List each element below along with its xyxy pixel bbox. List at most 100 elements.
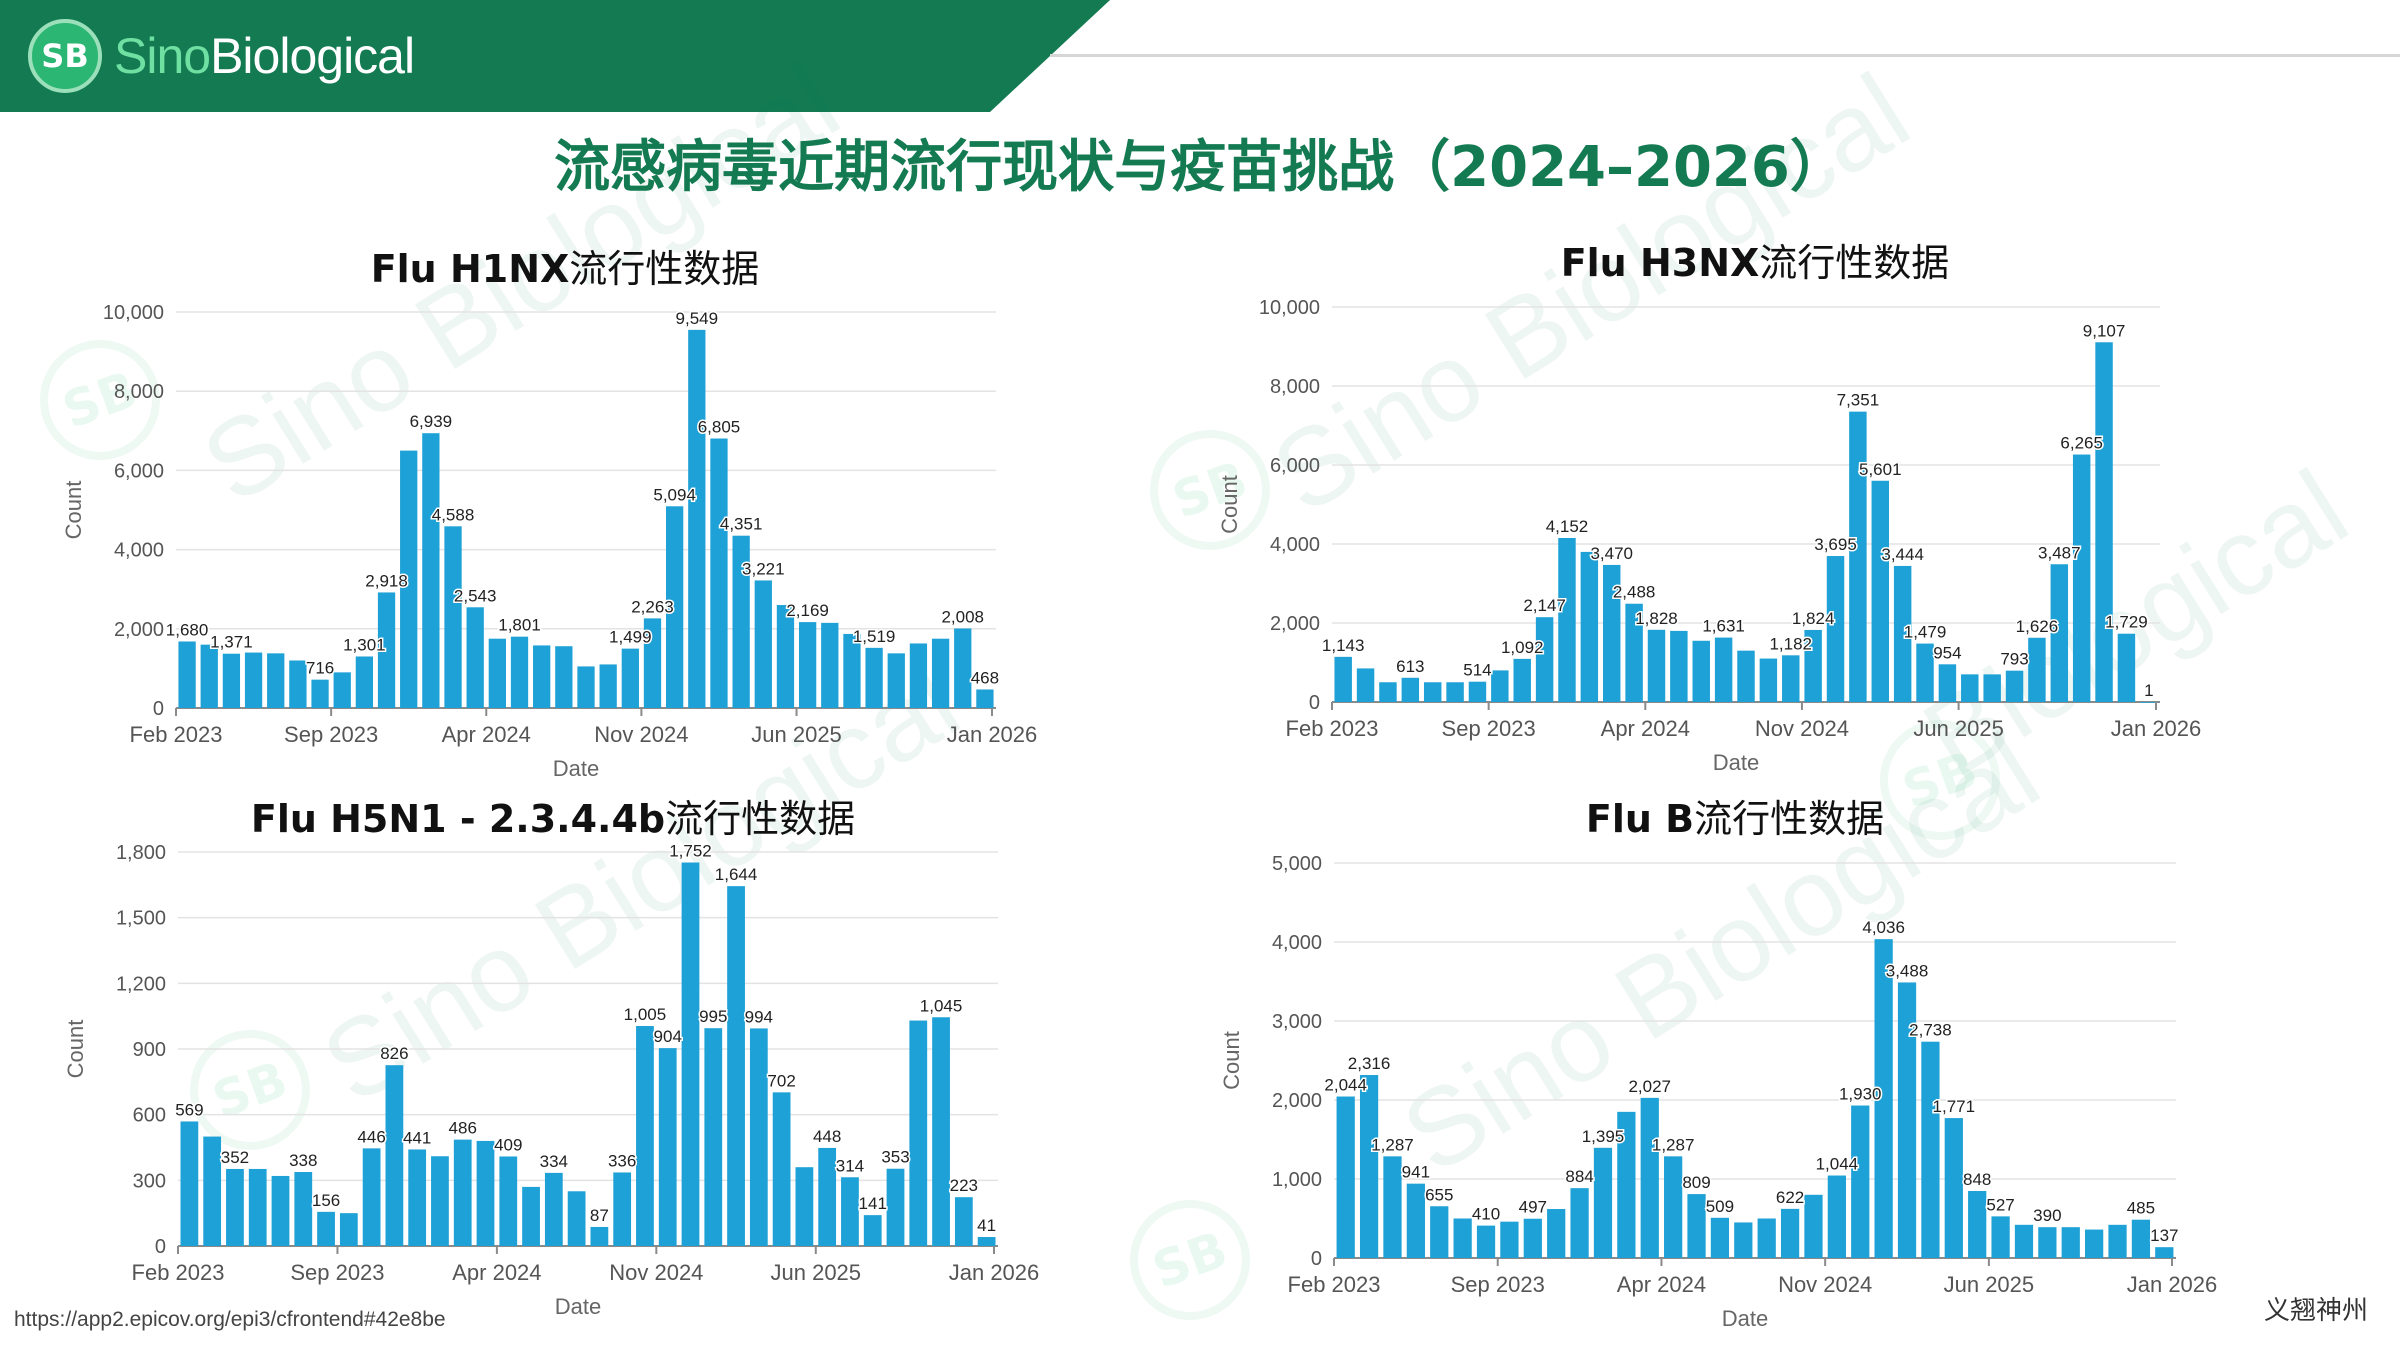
chart-bar	[533, 645, 551, 708]
data-label: 527	[1986, 1195, 2014, 1214]
y-tick-label: 6,000	[1270, 455, 1320, 477]
data-label: 4,036	[1862, 918, 1905, 937]
chart-bar	[887, 653, 905, 708]
data-label: 156	[312, 1191, 340, 1210]
x-tick-label: Jun 2025	[1913, 716, 2004, 741]
chart-bar	[1893, 565, 1912, 702]
chart-bar	[1664, 1156, 1683, 1258]
data-label: 904	[654, 1027, 682, 1046]
chart-bar	[749, 1028, 768, 1246]
chart-bar	[710, 438, 728, 708]
x-tick-label: Apr 2024	[1617, 1272, 1706, 1297]
data-label: 2,488	[1613, 583, 1656, 602]
x-tick-label: Jun 2025	[1944, 1272, 2035, 1297]
data-label: 4,152	[1546, 517, 1589, 536]
chart-bar	[1617, 1111, 1636, 1258]
data-label: 314	[836, 1156, 864, 1175]
chart-bar	[1849, 411, 1867, 702]
chart-bar	[2140, 701, 2158, 703]
y-tick-label: 10,000	[1259, 297, 1320, 319]
data-label: 334	[540, 1152, 568, 1171]
data-label: 1	[2144, 681, 2153, 700]
data-label: 2,263	[631, 597, 674, 616]
data-label: 3,470	[1590, 544, 1633, 563]
chart-bar	[1991, 1216, 2010, 1258]
chart-bar	[2028, 637, 2046, 702]
chart-bar	[1687, 1194, 1706, 1258]
chart-bar	[643, 618, 662, 708]
data-label: 497	[1519, 1198, 1547, 1217]
chart-bar	[2050, 564, 2069, 702]
chart-bar	[931, 638, 950, 708]
data-label: 6,265	[2060, 434, 2103, 453]
chart-title-flub: Flu B流行性数据	[1586, 788, 1884, 843]
chart-bar	[1938, 664, 1957, 702]
x-tick-label: Sep 2023	[1442, 716, 1536, 741]
chart-bar	[431, 1156, 449, 1246]
chart-bar	[355, 656, 374, 708]
chart-bar	[2155, 1247, 2174, 1258]
y-tick-label: 8,000	[114, 381, 164, 403]
y-tick-label: 0	[1309, 692, 1320, 714]
y-tick-label: 0	[155, 1236, 166, 1258]
chart-bar	[1780, 1208, 1800, 1258]
chart-bar	[2085, 1229, 2104, 1258]
chart-bar	[577, 666, 595, 708]
data-label: 1,092	[1501, 638, 1544, 657]
chart-bar	[599, 664, 617, 708]
chart-bar	[544, 1172, 563, 1246]
data-label: 6,939	[410, 412, 453, 431]
chart-bar	[863, 1215, 882, 1246]
chart-bar	[2108, 1224, 2127, 1258]
x-tick-label: Nov 2024	[594, 722, 688, 747]
chart-bar	[977, 1237, 996, 1246]
chart-bar	[821, 622, 839, 708]
chart-bar	[681, 862, 700, 1246]
chart-bar	[289, 660, 307, 708]
chart-title-suffix: 流行性数据	[1759, 241, 1950, 285]
chart-title-suffix: 流行性数据	[1694, 797, 1885, 841]
chart-bar	[1379, 682, 1397, 702]
chart-bar	[2072, 454, 2091, 702]
y-tick-label: 5,000	[1272, 853, 1322, 875]
chart-bar	[727, 886, 745, 1246]
chart-bar	[1423, 682, 1442, 702]
signature: 义翘神州	[2263, 1296, 2368, 1326]
chart-bar	[203, 1136, 222, 1246]
x-axis-label: Date	[553, 756, 599, 781]
data-label: 5,094	[653, 485, 696, 504]
x-tick-label: Feb 2023	[130, 722, 223, 747]
data-label: 448	[813, 1127, 841, 1146]
data-label: 3,695	[1814, 535, 1857, 554]
chart-bar	[1871, 480, 1889, 702]
chart-bar	[1670, 630, 1688, 702]
data-label: 622	[1776, 1188, 1804, 1207]
chart-bar	[1759, 658, 1778, 702]
data-label: 1,801	[498, 616, 541, 635]
y-tick-label: 8,000	[1270, 376, 1320, 398]
chart-bar	[818, 1147, 837, 1246]
chart-bar	[841, 1177, 859, 1246]
chart-bar	[226, 1168, 244, 1246]
data-label: 9,107	[2083, 321, 2126, 340]
data-label: 826	[380, 1044, 408, 1063]
x-tick-label: Sep 2023	[290, 1260, 384, 1285]
chart-bar	[795, 1167, 814, 1246]
chart-bar	[776, 605, 795, 708]
chart-bar	[1336, 1096, 1355, 1258]
data-label: 6,805	[698, 418, 741, 437]
data-label: 1,824	[1792, 609, 1835, 628]
chart-bar	[1513, 658, 1531, 702]
chart-title-h3nx: Flu H3NX流行性数据	[1561, 232, 1950, 287]
data-label: 613	[1396, 657, 1424, 676]
chart-bar	[1714, 637, 1733, 702]
source-url[interactable]: https://app2.epicov.org/epi3/cfrontend#4…	[14, 1308, 446, 1331]
chart-bar	[1446, 682, 1464, 702]
x-tick-label: Jun 2025	[771, 1260, 862, 1285]
chart-bar	[704, 1028, 723, 1246]
chart-bar	[1580, 551, 1599, 702]
data-label: 352	[221, 1148, 249, 1167]
chart-bar	[522, 1186, 540, 1246]
data-label: 5,601	[1859, 460, 1902, 479]
chart-bar	[1961, 674, 1979, 702]
